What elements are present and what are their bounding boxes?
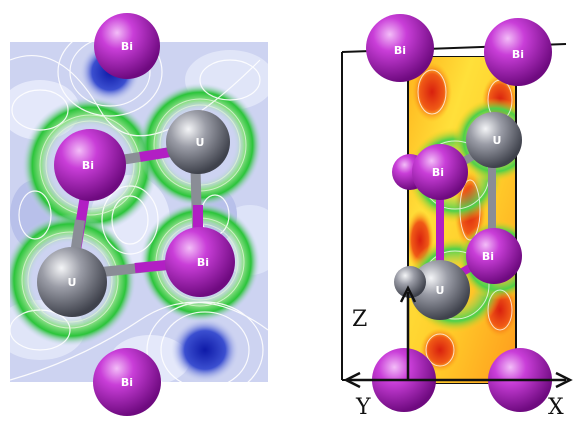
atom-label: Bi <box>394 44 406 57</box>
axis-arrows <box>343 285 573 389</box>
right-atom-u: U <box>410 260 470 320</box>
y-axis-label: Y <box>355 395 371 420</box>
atom-label: Bi <box>121 376 133 389</box>
atom-label: Bi <box>512 48 524 61</box>
right-unit-cell: Bi Bi U Bi Bi U <box>341 14 573 420</box>
atom-label: Bi <box>197 256 209 269</box>
atom-label: Bi <box>432 166 444 179</box>
right-atom-u-partial <box>394 266 426 298</box>
atom-label: U <box>68 276 77 289</box>
contour-lines <box>10 42 268 382</box>
left-atom-u: U <box>37 247 107 317</box>
left-density-map: Bi Bi U U Bi Bi <box>10 13 268 416</box>
atom-label: U <box>196 136 205 149</box>
right-atom-bi: Bi <box>412 144 468 200</box>
low-density-region <box>171 318 239 382</box>
left-atom-bi: Bi <box>54 129 126 201</box>
left-atom-bi-top: Bi <box>94 13 160 79</box>
atom-label: U <box>436 284 445 297</box>
x-axis-label: X <box>548 395 564 420</box>
left-atom-u: U <box>166 110 230 174</box>
right-atom-u: U <box>466 112 522 168</box>
right-atom-bi-top-right: Bi <box>484 18 552 86</box>
left-atom-bi: Bi <box>165 227 235 297</box>
left-atom-bi-bottom: Bi <box>93 348 161 416</box>
right-atom-bi: Bi <box>466 228 522 284</box>
atom-label: Bi <box>482 250 494 263</box>
atom-label: Bi <box>121 40 133 53</box>
right-atom-bi-top-left: Bi <box>366 14 434 82</box>
atom-label: U <box>493 134 502 147</box>
z-axis-label: Z <box>352 307 367 332</box>
atom-label: Bi <box>82 159 94 172</box>
right-density-slice <box>408 56 516 384</box>
